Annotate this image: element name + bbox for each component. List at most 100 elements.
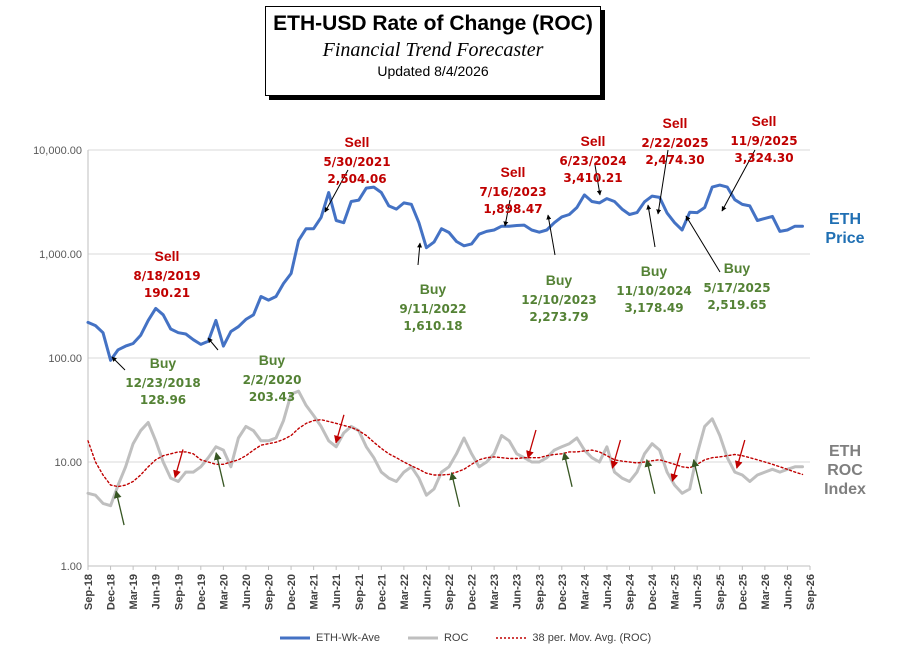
price-label-line-1: ETH	[829, 211, 861, 228]
sell-arrow	[334, 414, 345, 444]
buy-annotation: Buy 11/10/2024 3,178.49	[616, 263, 692, 315]
signal-date: 6/23/2024	[559, 154, 626, 168]
chart-title: ETH-USD Rate of Change (ROC)	[273, 12, 593, 35]
sell-label: Sell	[581, 133, 606, 149]
legend-swatch-ma	[496, 637, 527, 639]
signal-arrows	[111, 149, 756, 526]
signal-date: 5/30/2021	[323, 155, 390, 169]
price-pointer	[685, 215, 721, 273]
sell-annotation: Sell 2/22/2025 2,474.30	[641, 115, 708, 167]
roc-series	[86, 389, 804, 508]
signal-price: 3,178.49	[624, 301, 683, 315]
y-tick-label: 1,000.00	[39, 249, 82, 261]
legend-item-price: ETH-Wk-Ave	[280, 632, 380, 644]
x-tick-label: Jun-19	[151, 574, 163, 609]
sell-arrow	[670, 452, 681, 482]
buy-label: Buy	[641, 263, 668, 279]
legend-item-ma: 38 per. Mov. Avg. (ROC)	[496, 632, 651, 644]
y-tick-label: 100.00	[48, 353, 82, 365]
x-tick-label: Sep-18	[83, 574, 95, 610]
x-tick-label: Jun-20	[241, 574, 253, 609]
y-tick-label: 10,000.00	[33, 145, 82, 157]
sell-arrow	[526, 429, 537, 459]
signal-price: 2,504.06	[327, 172, 386, 186]
x-tick-label: Mar-26	[760, 574, 772, 609]
buy-annotation: Buy 12/10/2023 2,273.79	[521, 272, 597, 324]
roc-label-line-3: Index	[824, 481, 866, 498]
buy-label: Buy	[150, 355, 177, 371]
price-pointer	[207, 337, 219, 351]
x-tick-label: Mar-21	[309, 574, 321, 609]
buy-label: Buy	[420, 281, 447, 297]
y-tick-label: 1.00	[61, 561, 82, 573]
price-series	[86, 183, 804, 362]
signal-price: 190.21	[144, 286, 190, 300]
signal-date: 11/9/2025	[730, 134, 797, 148]
signal-date: 2/2/2020	[243, 373, 302, 387]
roc-side-label: ETH ROC Index	[812, 442, 878, 499]
buy-arrow	[644, 459, 656, 494]
legend-swatch-price	[280, 636, 310, 640]
legend: ETH-Wk-Ave ROC 38 per. Mov. Avg. (ROC)	[280, 632, 673, 644]
price-pointer	[111, 356, 126, 371]
buy-annotation: Buy 12/23/2018 128.96	[125, 355, 201, 407]
buy-arrow	[449, 471, 461, 507]
signal-price: 128.96	[140, 393, 186, 407]
x-tick-label: Dec-19	[196, 574, 208, 610]
x-axis-ticks: Sep-18 Dec-18 Mar-19 Jun-19 Sep-19 Dec-19 Mar-…	[83, 566, 817, 610]
price-pointer	[324, 169, 349, 213]
buy-arrow	[113, 490, 125, 526]
plot-grid	[87, 149, 810, 567]
sell-label: Sell	[345, 134, 370, 150]
price-pointer	[503, 199, 511, 227]
title-box: ETH-USD Rate of Change (ROC) Financial T…	[265, 6, 601, 96]
signal-price: 3,324.30	[734, 151, 793, 165]
sell-label: Sell	[663, 115, 688, 131]
x-tick-label: Dec-18	[106, 574, 118, 610]
chart-subtitle: Financial Trend Forecaster	[322, 39, 544, 61]
price-pointer	[646, 204, 656, 248]
roc-line	[86, 389, 804, 508]
signal-price: 203.43	[249, 390, 295, 404]
sell-annotation: Sell 8/18/2019 190.21	[133, 248, 200, 300]
signal-price: 1,898.47	[483, 202, 542, 216]
x-tick-label: Jun-25	[692, 574, 704, 609]
signal-date: 11/10/2024	[616, 284, 692, 298]
signal-price: 1,610.18	[403, 319, 462, 333]
x-tick-label: Mar-19	[128, 574, 140, 609]
signal-date: 7/16/2023	[479, 185, 546, 199]
sell-label: Sell	[501, 164, 526, 180]
price-pointer	[417, 242, 423, 266]
buy-arrow	[691, 459, 703, 494]
signal-date: 8/18/2019	[133, 269, 200, 283]
signal-date: 9/11/2022	[399, 302, 466, 316]
x-tick-label: Dec-21	[376, 574, 388, 610]
x-tick-label: Sep-24	[625, 573, 637, 610]
signal-price: 3,410.21	[563, 171, 622, 185]
sell-annotation: Sell 11/9/2025 3,324.30	[730, 113, 797, 165]
x-tick-label: Jun-24	[602, 573, 614, 609]
roc-label-line-2: ROC	[827, 462, 863, 479]
x-tick-label: Dec-24	[647, 573, 659, 610]
legend-swatch-roc	[407, 636, 438, 640]
legend-label-ma: 38 per. Mov. Avg. (ROC)	[532, 632, 652, 644]
buy-annotation: Buy 2/2/2020 203.43	[243, 352, 302, 404]
signal-price: 2,519.65	[707, 298, 766, 312]
price-side-label: ETH Price	[815, 210, 875, 248]
legend-label-roc: ROC	[443, 632, 469, 644]
x-tick-label: Sep-22	[444, 574, 456, 610]
sell-arrow	[173, 449, 184, 479]
x-tick-label: Sep-20	[264, 574, 276, 610]
price-label-line-2: Price	[825, 230, 865, 247]
buy-annotation: Buy 9/11/2022 1,610.18	[399, 281, 466, 333]
x-tick-label: Mar-20	[218, 574, 230, 609]
y-tick-label: 10.00	[54, 457, 82, 469]
x-tick-label: Mar-24	[579, 573, 591, 609]
price-line	[86, 183, 804, 362]
buy-arrow	[561, 452, 573, 487]
x-tick-label: Sep-21	[354, 574, 366, 610]
price-pointer	[594, 164, 602, 196]
signal-annotations: Sell8/18/2019190.21Buy12/23/2018128.96Bu…	[125, 113, 797, 407]
signal-date: 12/10/2023	[521, 293, 597, 307]
